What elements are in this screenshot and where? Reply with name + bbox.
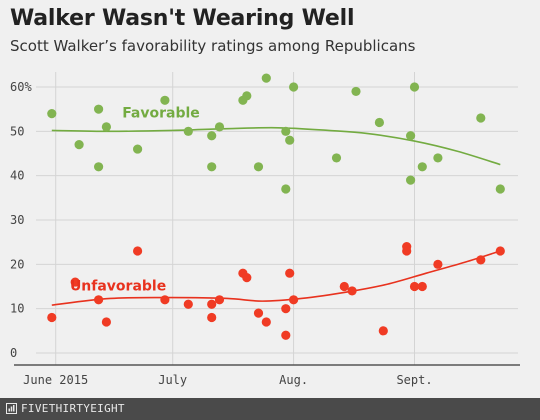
x-tick-label: Aug. (279, 373, 308, 387)
unfavorable-point (281, 304, 291, 314)
favorable-point (281, 126, 291, 136)
unfavorable-point (433, 259, 443, 269)
y-tick-label: 20 (10, 257, 24, 271)
chart-subtitle: Scott Walker’s favorability ratings amon… (10, 37, 416, 55)
unfavorable-point (409, 281, 420, 292)
x-tick-label: June 2015 (23, 373, 88, 387)
favorable-point (285, 135, 295, 145)
favorable-point (74, 140, 84, 150)
favorable-point (253, 162, 264, 172)
unfavorable-point (47, 312, 57, 323)
favorable-point (183, 126, 193, 136)
favorability-scatter-chart: 0 10 20 30 40 50 60% June 2015 July Aug. Sept. Favo… (10, 72, 520, 387)
favorable-point (207, 131, 217, 141)
chart-title: Walker Wasn't Wearing Well (10, 6, 355, 31)
favorable-point (261, 73, 271, 83)
favorable-point (160, 95, 170, 105)
unfavorable-point (133, 246, 143, 256)
favorable-point (476, 113, 486, 123)
favorable-point (207, 162, 217, 172)
unfavorable-trend-line (51, 250, 501, 306)
unfavorable-point (347, 286, 357, 296)
unfavorable-point (160, 295, 170, 305)
unfavorable-point (495, 246, 505, 256)
fivethirtyeight-logo-icon (6, 403, 17, 414)
y-tick-label: 0 (10, 346, 17, 360)
favorable-point (417, 162, 427, 172)
favorable-point (406, 175, 416, 185)
unfavorable-series-label: Unfavorable (70, 279, 166, 295)
unfavorable-point (285, 268, 295, 278)
y-tick-label: 30 (10, 213, 24, 227)
unfavorable-point (183, 299, 193, 309)
favorable-point (47, 109, 57, 119)
y-tick-label: 40 (10, 169, 24, 183)
x-tick-label: Sept. (396, 373, 432, 387)
y-tick-label: 10 (10, 302, 24, 316)
unfavorable-point (253, 308, 264, 318)
unfavorable-point (70, 277, 80, 287)
unfavorable-point (339, 281, 349, 292)
unfavorable-point (242, 273, 252, 283)
unfavorable-point (476, 255, 486, 265)
favorable-point (214, 122, 225, 132)
unfavorable-point (261, 317, 271, 327)
unfavorable-point (207, 299, 217, 309)
favorable-point (331, 153, 342, 163)
favorable-point (242, 91, 252, 101)
unfavorable-point (101, 317, 111, 327)
x-tick-label: July (158, 373, 187, 387)
unfavorable-point (94, 295, 104, 305)
footer-bar: FIVETHIRTYEIGHT (0, 398, 540, 420)
favorable-point (101, 122, 111, 132)
unfavorable-point (207, 312, 217, 323)
unfavorable-point (281, 330, 291, 340)
favorable-point (374, 117, 384, 128)
favorable-trend-line (51, 126, 501, 166)
favorable-point (281, 184, 291, 194)
favorable-point (406, 131, 416, 141)
y-tick-label: 60% (10, 80, 32, 94)
unfavorable-point (289, 295, 299, 305)
favorable-point (351, 86, 361, 97)
favorable-point (433, 153, 443, 163)
favorable-point (133, 144, 143, 154)
favorable-point (409, 82, 420, 92)
footer-brand: FIVETHIRTYEIGHT (21, 402, 125, 415)
y-tick-label: 50 (10, 124, 24, 138)
unfavorable-point (378, 326, 388, 336)
unfavorable-point (417, 281, 427, 292)
unfavorable-point (214, 295, 225, 305)
favorable-point (94, 104, 104, 114)
favorable-point (94, 162, 104, 172)
favorable-point (495, 184, 505, 194)
favorable-series-label: Favorable (122, 106, 200, 122)
favorable-point (289, 82, 299, 92)
unfavorable-point (402, 246, 412, 256)
